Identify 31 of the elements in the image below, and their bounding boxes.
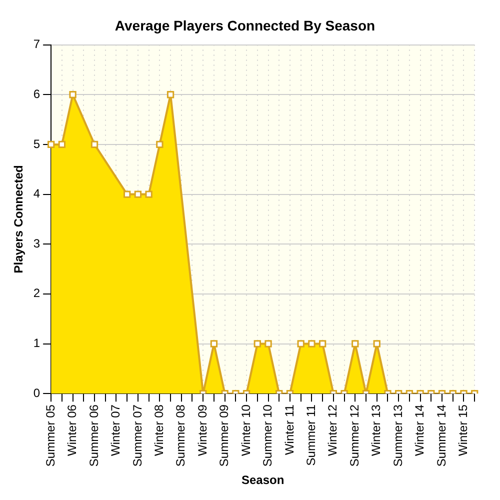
y-tick-label: 2 [33, 286, 40, 300]
x-tick-label: Summer 11 [304, 404, 318, 466]
x-tick-label: Summer 05 [43, 404, 58, 467]
x-tick-label: Summer 13 [390, 404, 405, 467]
x-tick-label: Winter 06 [65, 404, 80, 456]
x-tick-label: Winter 15 [456, 404, 470, 456]
x-tick-label: Winter 11 [282, 404, 296, 456]
x-tick-label: Winter 14 [412, 404, 427, 456]
x-tick-label: Summer 14 [434, 404, 448, 467]
y-tick-label: 3 [33, 236, 40, 250]
chart-title: Average Players Connected By Season [114, 17, 376, 34]
x-tick-label: Summer 07 [130, 404, 144, 467]
y-tick-label: 1 [33, 336, 40, 350]
x-tick-label: Winter 08 [152, 404, 166, 456]
y-tick-label: 0 [33, 386, 40, 400]
x-tick-label: Winter 13 [369, 404, 384, 456]
x-tick-label: Winter 09 [195, 404, 210, 456]
y-tick-label: 6 [33, 86, 40, 101]
x-tick-label: Winter 10 [238, 404, 253, 456]
x-tick-label: Summer 08 [174, 404, 188, 467]
x-tick-label: Winter 12 [326, 404, 340, 456]
x-axis-title: Season [241, 473, 284, 488]
x-tick-label: Summer 09 [217, 404, 232, 467]
x-tick-label: Winter 07 [108, 404, 123, 456]
x-tick-label: Summer 10 [260, 404, 275, 467]
y-tick-label: 5 [33, 136, 40, 151]
x-tick-label: Summer 12 [347, 404, 362, 467]
y-axis-title: Players Connected [12, 165, 26, 274]
x-tick-label: Summer 06 [86, 404, 101, 467]
y-tick-label: 7 [33, 37, 40, 52]
y-tick-label: 4 [33, 186, 40, 201]
